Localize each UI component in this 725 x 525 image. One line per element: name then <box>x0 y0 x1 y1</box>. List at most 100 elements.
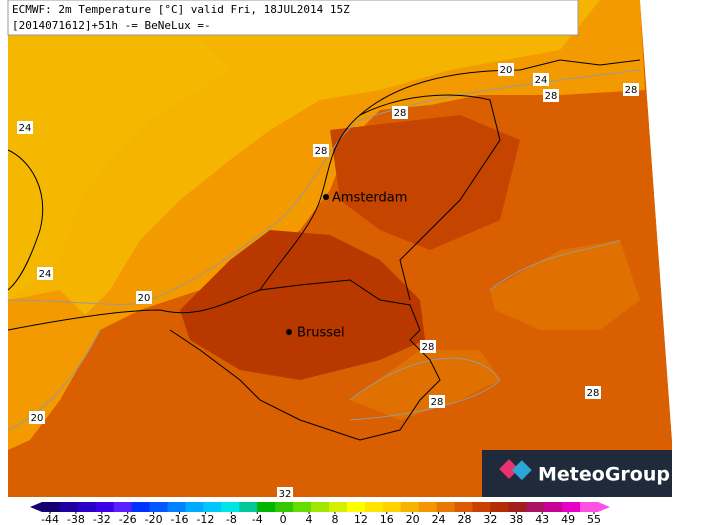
contour-label: 20 <box>500 65 513 76</box>
city-dot <box>323 194 329 200</box>
city-label: Amsterdam <box>332 191 407 206</box>
legend-tick-label: -20 <box>145 513 163 525</box>
legend-swatch <box>436 502 456 512</box>
contour-label: 24 <box>39 269 52 280</box>
legend-tick-label: -4 <box>252 513 263 525</box>
legend-swatch <box>472 502 491 512</box>
hot-core <box>180 230 425 380</box>
legend-swatch <box>544 502 563 512</box>
logo-mark <box>511 460 532 481</box>
legend-swatch <box>346 502 366 512</box>
contour-label-box <box>29 411 45 424</box>
contour-label: 20 <box>138 293 151 304</box>
legend-arrow <box>598 502 610 512</box>
header-title: ECMWF: 2m Temperature [°C] valid Fri, 18… <box>12 3 350 16</box>
contour-label: 28 <box>587 388 600 399</box>
contour-label-box <box>533 73 549 86</box>
legend-swatch <box>580 502 599 512</box>
header-subtitle: [2014071612]+51h -= BeNeLux =- <box>12 19 211 32</box>
contour-label-box <box>543 89 559 102</box>
contour-label-box <box>429 395 445 408</box>
contour-label-box <box>277 487 293 500</box>
contour-label-box <box>37 267 53 280</box>
legend-tick-label: 0 <box>280 513 287 525</box>
legend-tick-label: -38 <box>67 513 85 525</box>
border-line <box>7 149 44 291</box>
contour-label-box <box>420 340 436 353</box>
legend-swatch <box>275 502 294 512</box>
contour-label-box <box>623 83 639 96</box>
outside-map <box>640 0 725 497</box>
legend-swatch <box>311 502 330 512</box>
legend-swatch <box>42 502 61 512</box>
legend-swatch <box>562 502 581 512</box>
coast-warm <box>8 290 100 450</box>
isotherm-line <box>7 329 101 431</box>
contour-label: 28 <box>431 397 444 408</box>
contour-label-box <box>392 106 408 119</box>
contour-label: 28 <box>394 108 407 119</box>
contour-label-box <box>498 63 514 76</box>
contour-label-box <box>585 386 601 399</box>
legend-swatch <box>239 502 258 512</box>
legend-arrow <box>30 502 42 512</box>
legend-swatch <box>131 502 151 512</box>
border-line <box>259 94 501 301</box>
city-dot <box>286 329 292 335</box>
legend-swatch <box>167 502 186 512</box>
legend-tick-label: -16 <box>171 513 189 525</box>
hot-north <box>330 115 520 250</box>
color-legend: -44 -38 -32 -26 -20 -16 -12 -8 -4 0 4 8 12 16 20 24 28 32… <box>30 502 610 525</box>
legend-tick-label: 16 <box>380 513 394 525</box>
border-line <box>7 279 441 441</box>
legend-swatch <box>454 502 473 512</box>
contour-labels: 24 24 20 20 28 28 20 24 28 28 28 28 28 32 <box>17 63 639 500</box>
legend-tick-label: 38 <box>509 513 523 525</box>
legend-tick-label: 28 <box>457 513 471 525</box>
isotherms <box>7 69 641 431</box>
legend-tick-label: 20 <box>406 513 420 525</box>
warm-hills <box>350 350 500 420</box>
city-label: Brussel <box>297 326 345 341</box>
legend-swatch <box>293 502 312 512</box>
contour-label-box <box>17 121 33 134</box>
legend-swatch <box>382 502 402 512</box>
legend-swatch <box>418 502 438 512</box>
legend-swatch <box>490 502 509 512</box>
legend-tick-label: -44 <box>41 513 59 525</box>
contour-label: 28 <box>545 91 558 102</box>
legend-swatch <box>113 502 133 512</box>
legend-swatch <box>77 502 97 512</box>
border-line <box>359 59 641 116</box>
legend-swatch <box>149 502 169 512</box>
legend-tick-label: 55 <box>587 513 601 525</box>
legend-swatch <box>59 502 79 512</box>
legend-swatch <box>400 502 420 512</box>
contour-label: 28 <box>625 85 638 96</box>
legend-swatch <box>364 502 384 512</box>
temperature-field <box>8 0 725 497</box>
legend-tick-label: -32 <box>93 513 111 525</box>
contour-label: 28 <box>422 342 435 353</box>
cool-sea <box>8 40 230 300</box>
legend-tick-label: 12 <box>354 513 368 525</box>
legend-swatch <box>328 502 348 512</box>
legend-tick-label: 49 <box>561 513 575 525</box>
contour-label: 24 <box>535 75 548 86</box>
contour-label: 24 <box>19 123 32 134</box>
warm-east <box>490 240 640 330</box>
header-box <box>7 0 579 36</box>
legend-tick-label: -12 <box>196 513 214 525</box>
legend-swatch <box>185 502 204 512</box>
contour-label-box <box>313 144 329 157</box>
legend-tick-label: 8 <box>331 513 338 525</box>
contour-label: 20 <box>31 413 44 424</box>
logo-text: MeteoGroup <box>538 464 670 486</box>
isotherm-line <box>349 357 501 421</box>
contour-label-box <box>136 291 152 304</box>
legend-swatch <box>526 502 545 512</box>
borders <box>7 59 641 441</box>
logo-mark <box>499 459 519 479</box>
isotherm-line <box>7 69 641 305</box>
